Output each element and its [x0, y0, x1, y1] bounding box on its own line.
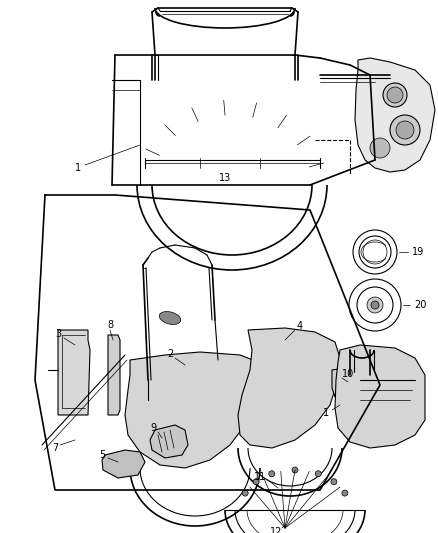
Circle shape [342, 490, 348, 496]
Polygon shape [58, 330, 90, 415]
Polygon shape [355, 58, 435, 172]
Polygon shape [332, 368, 348, 397]
Text: 11: 11 [254, 472, 266, 482]
Text: 2: 2 [167, 349, 173, 359]
Text: 10: 10 [342, 369, 354, 379]
Circle shape [253, 479, 259, 484]
Text: 20: 20 [414, 300, 426, 310]
Text: 12: 12 [270, 527, 282, 533]
Circle shape [383, 83, 407, 107]
Text: 1: 1 [323, 408, 329, 418]
Text: 1: 1 [75, 163, 81, 173]
Circle shape [315, 471, 321, 477]
Circle shape [396, 121, 414, 139]
Text: 9: 9 [150, 423, 156, 433]
Circle shape [331, 479, 337, 484]
Polygon shape [102, 450, 145, 478]
Text: 13: 13 [219, 173, 231, 183]
Circle shape [269, 471, 275, 477]
Ellipse shape [159, 312, 181, 325]
Polygon shape [238, 328, 340, 448]
Polygon shape [150, 425, 188, 458]
Circle shape [367, 297, 383, 313]
Polygon shape [108, 335, 120, 415]
Circle shape [292, 467, 298, 473]
Polygon shape [335, 345, 425, 448]
Text: 5: 5 [99, 450, 105, 460]
Circle shape [390, 115, 420, 145]
Text: 3: 3 [55, 329, 61, 339]
Circle shape [371, 301, 379, 309]
Circle shape [370, 138, 390, 158]
Text: 4: 4 [297, 321, 303, 331]
Text: 8: 8 [107, 320, 113, 330]
Text: 19: 19 [412, 247, 424, 257]
Text: 7: 7 [52, 443, 58, 453]
Circle shape [387, 87, 403, 103]
Circle shape [242, 490, 248, 496]
Polygon shape [125, 352, 265, 468]
